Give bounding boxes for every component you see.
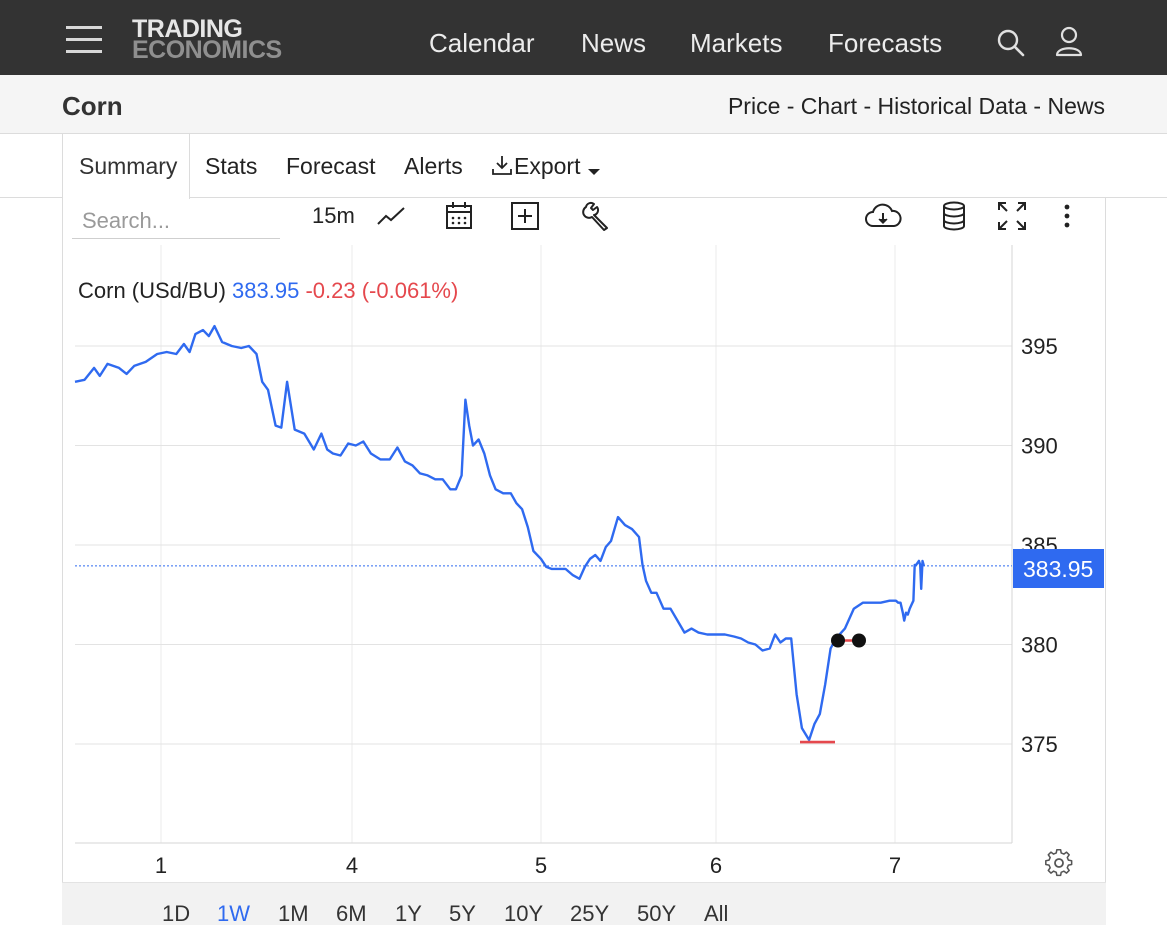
chart-panel — [62, 198, 1106, 925]
x-tick-label: 1 — [155, 853, 167, 878]
fullscreen-icon[interactable] — [996, 200, 1028, 232]
y-tick-label: 395 — [1021, 334, 1058, 359]
price-series-line — [74, 324, 926, 742]
range-1m-button[interactable]: 1M — [278, 901, 309, 925]
top-navbar: TRADING ECONOMICS Calendar News Markets … — [0, 0, 1167, 75]
tab-stats[interactable]: Stats — [205, 153, 258, 179]
gear-icon[interactable] — [1044, 848, 1074, 878]
nav-link-calendar[interactable]: Calendar — [429, 28, 535, 58]
y-tick-label: 375 — [1021, 732, 1058, 757]
tab-forecast[interactable]: Forecast — [286, 153, 376, 179]
wrench-icon[interactable] — [581, 200, 613, 232]
caret-down-icon — [587, 169, 600, 175]
tab-export[interactable]: Export — [490, 153, 601, 180]
more-options-icon[interactable] — [1058, 200, 1076, 232]
annotation-dot — [831, 633, 845, 648]
range-1d-button[interactable]: 1D — [162, 901, 191, 925]
logo-line-2: ECONOMICS — [132, 36, 282, 64]
x-tick-label: 5 — [535, 853, 547, 878]
chart-symbol-name: Corn (USd/BU) — [78, 278, 226, 303]
calendar-icon[interactable] — [443, 200, 475, 232]
time-range-bar: 1D 1W 1M 6M 1Y 5Y 10Y 25Y 50Y All — [62, 882, 1106, 925]
download-icon — [492, 156, 512, 175]
range-all-button[interactable]: All — [704, 901, 729, 925]
nav-link-news[interactable]: News — [581, 28, 647, 58]
logo-line-1: TRADING — [132, 15, 243, 43]
tab-bar: Summary Stats Forecast Alerts Export — [0, 134, 1167, 199]
logo[interactable]: TRADING ECONOMICS — [132, 15, 282, 64]
interval-selector[interactable]: 15m — [312, 203, 355, 228]
range-25y-button[interactable]: 25Y — [570, 901, 610, 925]
x-tick-label: 4 — [346, 853, 358, 878]
x-tick-label: 6 — [710, 853, 722, 878]
chart-price-change: -0.23 (-0.061%) — [305, 278, 459, 303]
cloud-download-icon[interactable] — [864, 200, 902, 232]
y-tick-label: 380 — [1021, 633, 1058, 658]
annotation-dot — [852, 633, 866, 648]
symbol-search-input[interactable] — [72, 203, 280, 239]
nav-link-forecasts[interactable]: Forecasts — [828, 28, 943, 58]
x-tick-label: 7 — [889, 853, 901, 878]
search-icon[interactable] — [996, 28, 1026, 58]
range-50y-button[interactable]: 50Y — [637, 901, 677, 925]
user-icon[interactable] — [1054, 26, 1084, 58]
page-subtitle[interactable]: Price - Chart - Historical Data - News — [727, 93, 1105, 119]
chart-current-price: 383.95 — [232, 278, 300, 303]
range-5y-button[interactable]: 5Y — [449, 901, 476, 925]
range-1y-button[interactable]: 1Y — [395, 901, 422, 925]
nav-link-markets[interactable]: Markets — [690, 28, 783, 58]
tab-alerts[interactable]: Alerts — [404, 153, 463, 179]
database-icon[interactable] — [938, 200, 970, 232]
range-10y-button[interactable]: 10Y — [504, 901, 544, 925]
export-label: Export — [514, 153, 581, 179]
chart-legend: Corn (USd/BU) 383.95 -0.23 (-0.061%) — [78, 278, 458, 304]
add-indicator-icon[interactable] — [509, 200, 541, 232]
line-chart-icon[interactable] — [376, 200, 408, 232]
last-price-badge: 383.95 — [1013, 549, 1104, 588]
tab-summary[interactable]: Summary — [62, 134, 190, 199]
hamburger-menu-icon[interactable] — [66, 26, 102, 54]
page-header: Corn Price - Chart - Historical Data - N… — [0, 75, 1167, 134]
page-title: Corn — [62, 91, 123, 121]
range-6m-button[interactable]: 6M — [336, 901, 367, 925]
y-tick-label: 390 — [1021, 434, 1058, 459]
range-1w-button[interactable]: 1W — [217, 901, 250, 925]
